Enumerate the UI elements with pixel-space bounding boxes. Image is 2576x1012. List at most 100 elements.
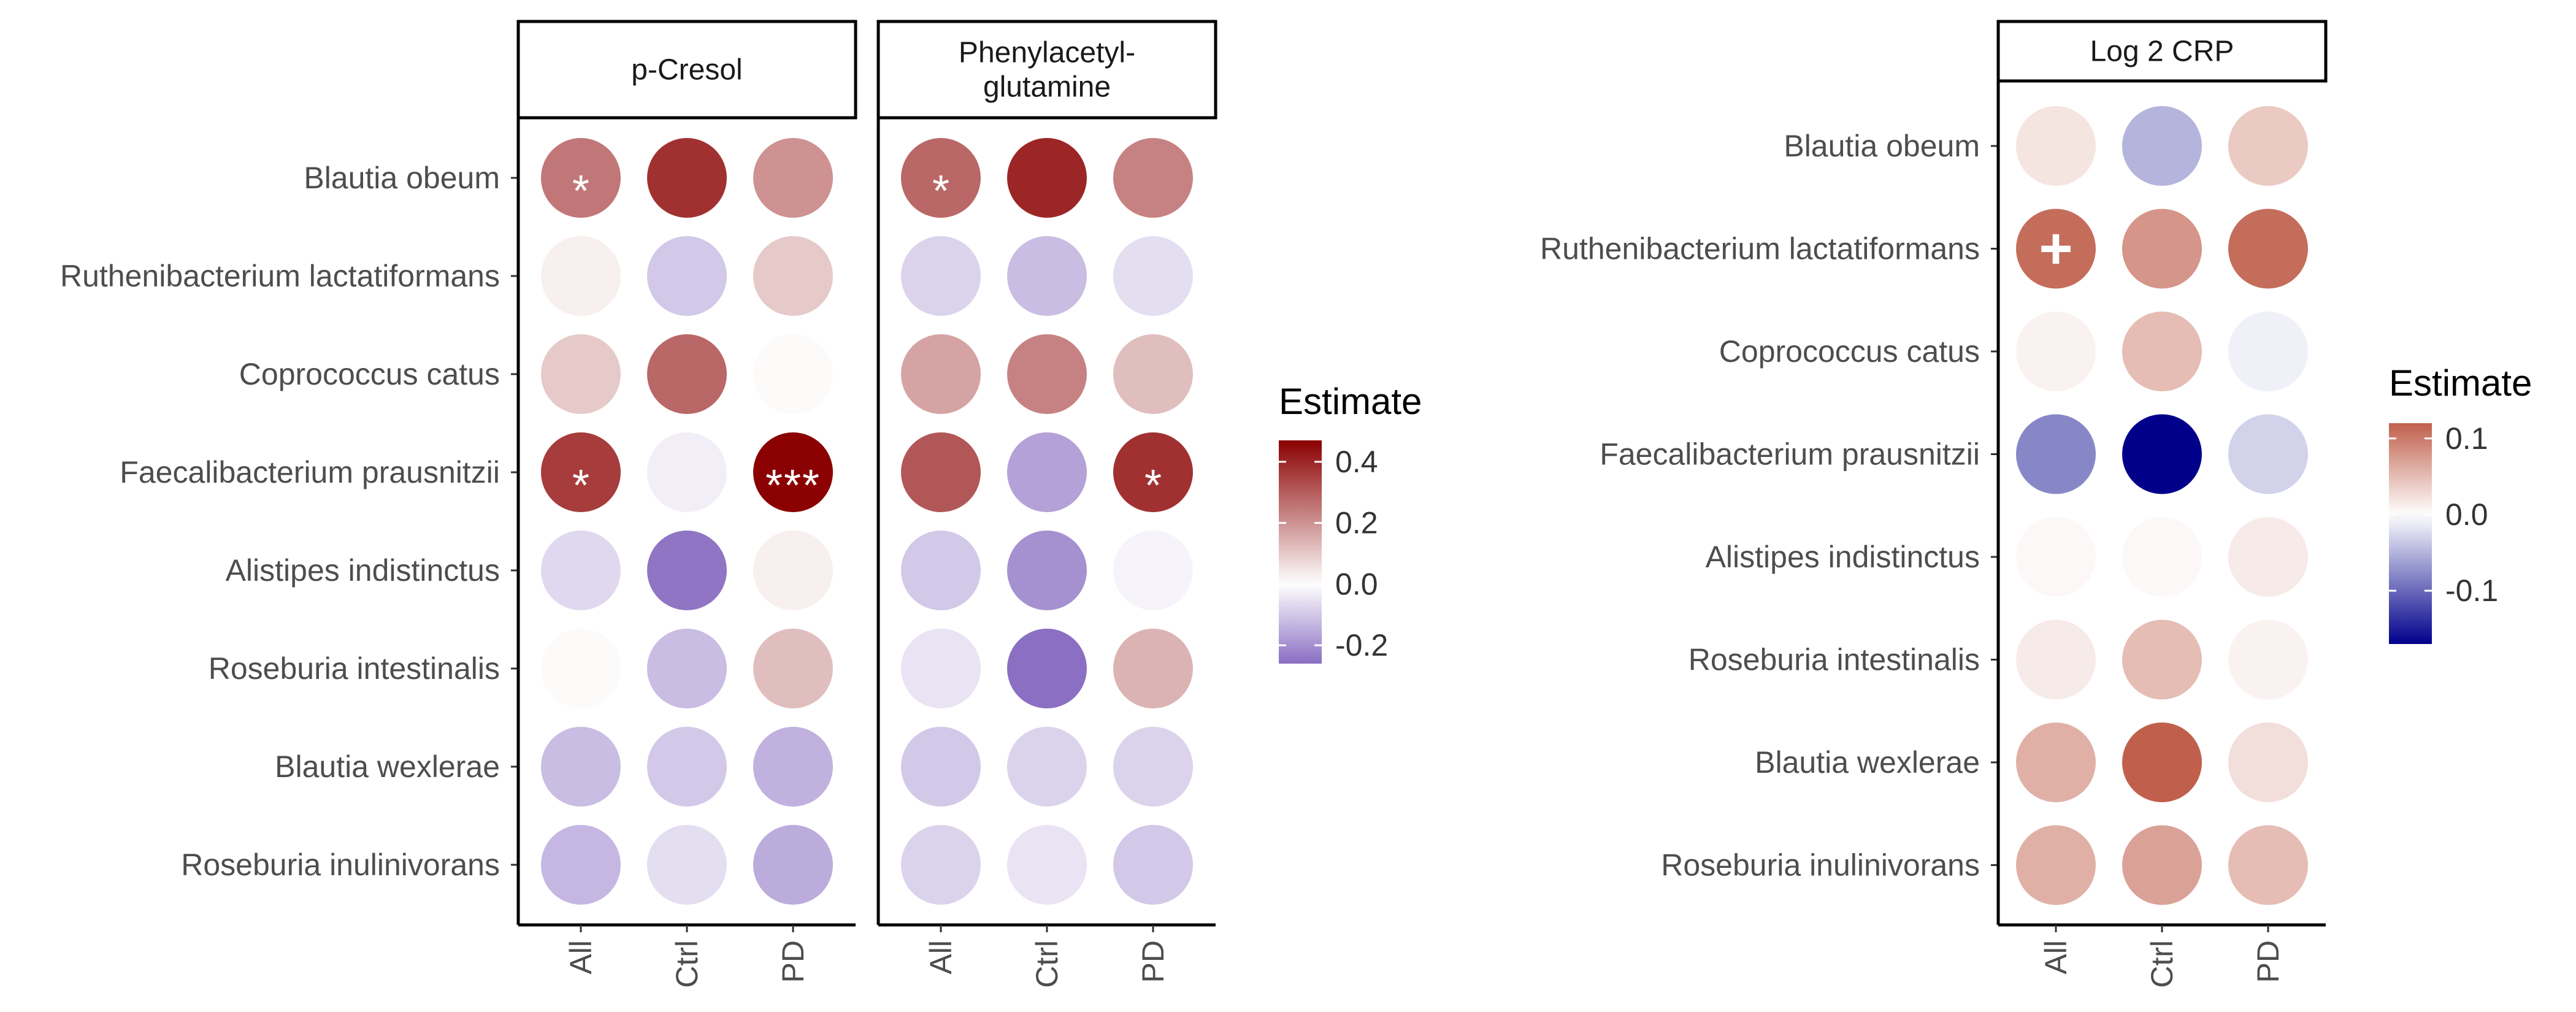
dot: [901, 825, 981, 905]
facet-strip: [516, 20, 857, 120]
x-tick-label: Ctrl: [1030, 940, 1064, 988]
dot: [2016, 106, 2096, 186]
dot: [2228, 723, 2308, 802]
dot: [901, 629, 981, 708]
dot: [541, 236, 621, 316]
dot: [2228, 414, 2308, 494]
legend: Estimate 0.4 0.2 0.0 -0.2: [1279, 381, 1422, 664]
dot: [2122, 414, 2202, 494]
y-tick-label: Ruthenibacterium lactatiformans: [1540, 232, 1980, 266]
facet-strip-label: Phenylacetyl-glutamine: [959, 36, 1135, 103]
x-tick-label: Ctrl: [670, 940, 704, 988]
y-tick-label: Faecalibacterium prausnitzii: [1600, 437, 1980, 472]
dot: [541, 727, 621, 807]
dot: [753, 825, 833, 905]
dot: [2228, 312, 2308, 391]
dot: [2122, 517, 2202, 597]
dot: [1113, 138, 1193, 218]
dot: [541, 432, 621, 512]
legend-tick-label: 0.4: [1335, 445, 1378, 479]
dot: [2228, 517, 2308, 597]
y-tick-label: Alistipes indistinctus: [226, 553, 500, 588]
dot: [753, 236, 833, 316]
dot: [2016, 825, 2096, 905]
dot: [647, 236, 727, 316]
dot: [1113, 432, 1193, 512]
x-tick-label: PD: [776, 940, 810, 983]
dot: [901, 727, 981, 807]
dot: [1007, 825, 1087, 905]
x-tick-label: Ctrl: [2145, 940, 2179, 988]
significance-label: ***: [765, 461, 821, 510]
dot: [647, 825, 727, 905]
significance-label: *: [932, 167, 949, 216]
dot: [2016, 619, 2096, 700]
x-tick-label: All: [924, 940, 958, 975]
legend-tick-label: 0.0: [1335, 567, 1378, 601]
dot: [1113, 236, 1193, 316]
y-tick-label: Roseburia intestinalis: [209, 651, 500, 686]
x-tick-label: PD: [1136, 940, 1170, 983]
dot: [1113, 334, 1193, 414]
dot: [1007, 236, 1087, 316]
dot: [2016, 517, 2096, 597]
y-tick-label: Alistipes indistinctus: [1706, 540, 1980, 574]
legend-tick-label: -0.1: [2445, 573, 2498, 608]
dot: [647, 531, 727, 610]
y-tick-label: Roseburia inulinivorans: [1661, 848, 1980, 883]
y-tick-label: Coprococcus catus: [239, 357, 500, 391]
dot: [541, 825, 621, 905]
dot: [1113, 531, 1193, 610]
dot: [647, 334, 727, 414]
dot: [2122, 106, 2202, 186]
dot: [1007, 432, 1087, 512]
significance-label: *: [572, 461, 589, 510]
legend: Estimate 0.1 0.0 -0.1: [2389, 362, 2532, 644]
panel-1: Log 2 CRP + All Ctrl PD: [1996, 20, 2328, 988]
y-tick-label: Roseburia intestinalis: [1689, 643, 1980, 677]
dot: [2122, 723, 2202, 802]
dot: [1113, 825, 1193, 905]
dot: [753, 138, 833, 218]
dot: [1113, 629, 1193, 708]
dot: [2228, 106, 2308, 186]
dot: [1113, 727, 1193, 807]
y-tick-label: Blautia wexlerae: [275, 749, 500, 784]
chart-1: Blautia obeum Ruthenibacterium lactatifor…: [60, 20, 1422, 988]
dot: [753, 727, 833, 807]
legend-tick-label: 0.1: [2445, 421, 2488, 456]
legend-tick-label: 0.2: [1335, 506, 1378, 540]
dot: [2122, 209, 2202, 289]
x-tick-label: PD: [2251, 940, 2285, 983]
y-tick-label: Roseburia inulinivorans: [181, 848, 500, 882]
significance-label: *: [1144, 461, 1162, 510]
dot: [2228, 209, 2308, 289]
x-tick-label: All: [2039, 940, 2073, 975]
dot: [2122, 312, 2202, 391]
dot: [753, 432, 833, 512]
facet-strip-label: Log 2 CRP: [2090, 35, 2234, 67]
dot: [901, 236, 981, 316]
dot: [2016, 312, 2096, 391]
dot: [541, 334, 621, 414]
facet-strip-label: p-Cresol: [631, 53, 742, 86]
legend-colorbar: [1279, 440, 1322, 664]
y-tick-label: Blautia obeum: [1784, 129, 1980, 163]
dot: [2228, 619, 2308, 700]
y-tick-label: Faecalibacterium prausnitzii: [120, 455, 500, 489]
dot: [2122, 825, 2202, 905]
dot: [1007, 334, 1087, 414]
legend-colorbar: [2389, 423, 2432, 644]
dot: [1007, 629, 1087, 708]
dot: [541, 531, 621, 610]
legend-title: Estimate: [2389, 362, 2532, 404]
facet-strip: [876, 20, 1217, 120]
x-tick-label: All: [564, 940, 598, 975]
dot: [2228, 825, 2308, 905]
dot: [1007, 531, 1087, 610]
dot: [647, 629, 727, 708]
dot: [753, 334, 833, 414]
panel-2: Phenylacetyl-glutamine * * All Ctrl PD: [876, 20, 1217, 988]
dot: [2016, 209, 2096, 289]
y-tick-label: Ruthenibacterium lactatiformans: [60, 259, 500, 293]
